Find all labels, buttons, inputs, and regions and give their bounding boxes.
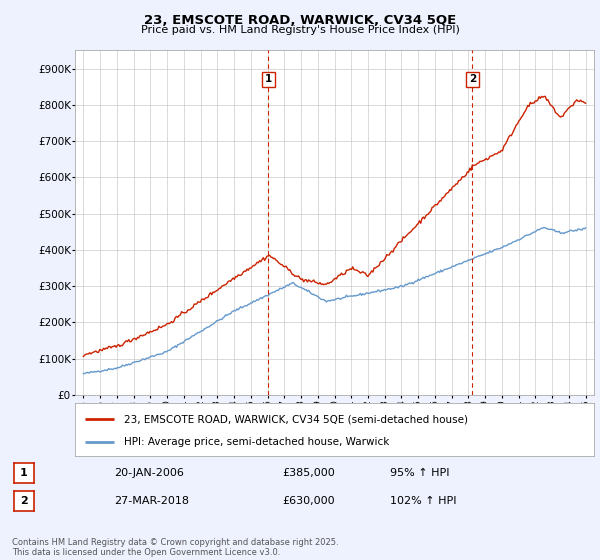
Text: £385,000: £385,000 <box>282 468 335 478</box>
Text: 1: 1 <box>265 74 272 85</box>
Text: 20-JAN-2006: 20-JAN-2006 <box>114 468 184 478</box>
Text: 23, EMSCOTE ROAD, WARWICK, CV34 5QE (semi-detached house): 23, EMSCOTE ROAD, WARWICK, CV34 5QE (sem… <box>124 414 469 424</box>
Text: 2: 2 <box>469 74 476 85</box>
Text: 1: 1 <box>20 468 28 478</box>
Text: £630,000: £630,000 <box>282 496 335 506</box>
Text: Contains HM Land Registry data © Crown copyright and database right 2025.
This d: Contains HM Land Registry data © Crown c… <box>12 538 338 557</box>
Text: 27-MAR-2018: 27-MAR-2018 <box>114 496 189 506</box>
Text: 102% ↑ HPI: 102% ↑ HPI <box>390 496 457 506</box>
Text: 2: 2 <box>20 496 28 506</box>
Text: HPI: Average price, semi-detached house, Warwick: HPI: Average price, semi-detached house,… <box>124 436 389 446</box>
Text: Price paid vs. HM Land Registry's House Price Index (HPI): Price paid vs. HM Land Registry's House … <box>140 25 460 35</box>
Text: 95% ↑ HPI: 95% ↑ HPI <box>390 468 449 478</box>
Text: 23, EMSCOTE ROAD, WARWICK, CV34 5QE: 23, EMSCOTE ROAD, WARWICK, CV34 5QE <box>144 14 456 27</box>
